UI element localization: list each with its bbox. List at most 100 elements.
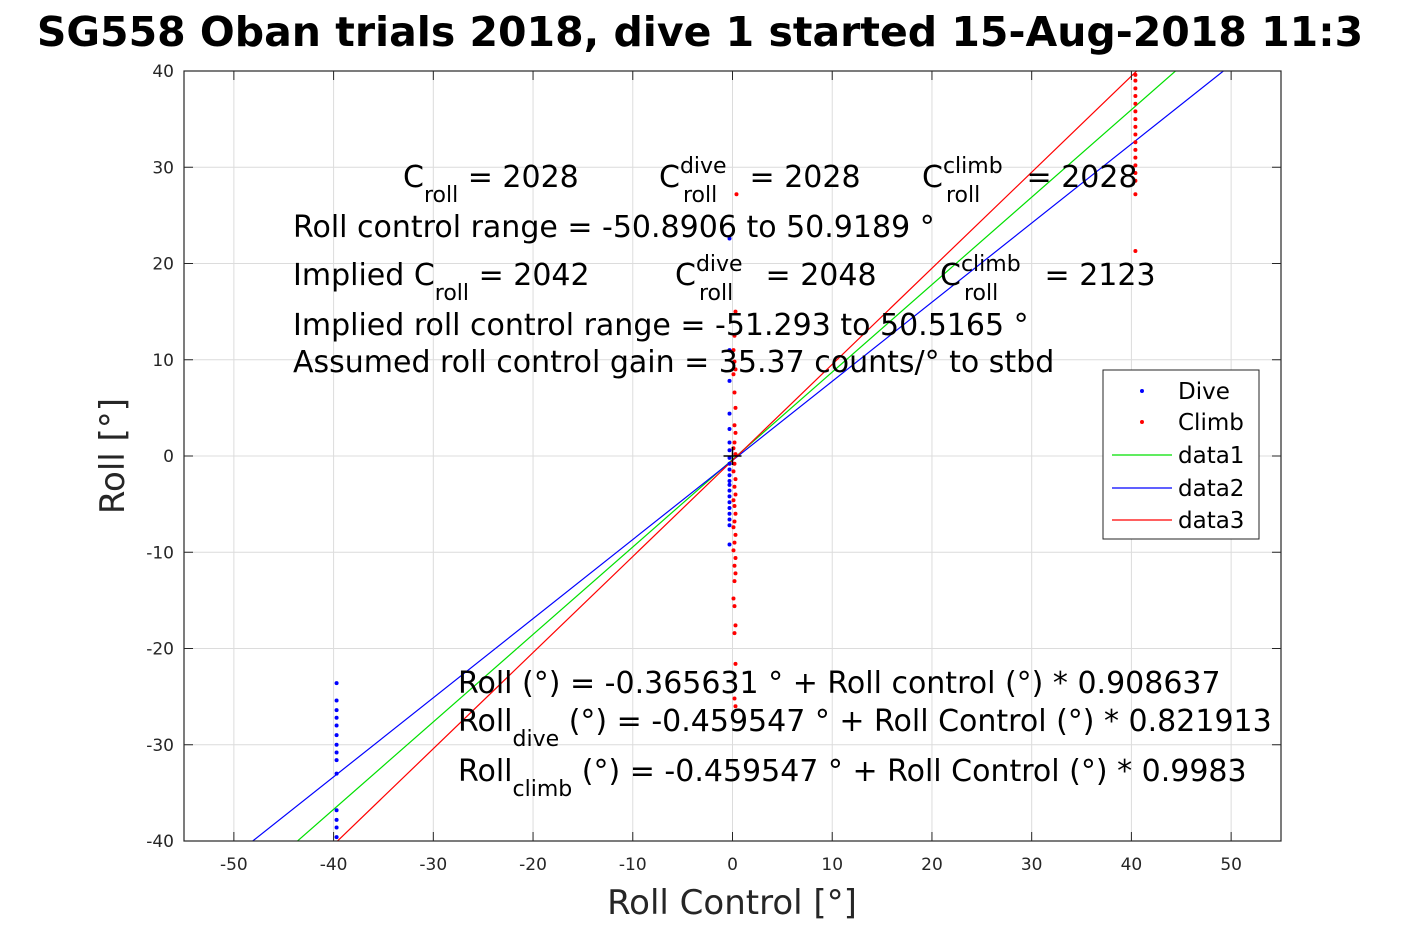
point-climb (731, 525, 736, 530)
point-climb (732, 540, 737, 545)
point-dive (727, 411, 732, 416)
point-climb (733, 492, 738, 497)
annotation-implied-croll: Implied Croll = 2042 (293, 258, 590, 306)
x-tick-label: 20 (921, 855, 943, 875)
x-axis-label: Roll Control [°] (607, 883, 857, 923)
point-dive (727, 467, 732, 472)
point-dive (727, 523, 732, 528)
point-dive (727, 348, 732, 353)
legend-marker-dive (1140, 389, 1144, 393)
y-tick-label: 10 (152, 351, 174, 371)
point-climb (733, 704, 738, 709)
legend-label-data3: data3 (1178, 508, 1244, 534)
point-climb (733, 623, 738, 628)
y-tick-label: 30 (152, 158, 174, 178)
annotation-fit-dive: Rolldive (°) = -0.459547 ° + Roll Contro… (458, 704, 1272, 752)
point-climb (731, 596, 736, 601)
point-dive (334, 835, 339, 840)
point-climb (1133, 94, 1138, 99)
y-axis-label: Roll [°] (93, 398, 133, 514)
point-climb (733, 430, 738, 435)
x-tick-label: -10 (619, 855, 647, 875)
point-dive (727, 448, 732, 453)
point-dive (727, 236, 732, 241)
point-dive (334, 742, 339, 747)
point-climb (1133, 155, 1138, 160)
point-climb (732, 631, 737, 636)
point-climb (733, 571, 738, 576)
point-climb (733, 405, 738, 410)
y-tick-label: -10 (146, 543, 174, 563)
point-climb (1133, 248, 1138, 253)
point-climb (1133, 140, 1138, 145)
point-climb (732, 604, 737, 609)
point-climb (732, 579, 737, 584)
point-climb (1133, 101, 1138, 106)
point-dive (727, 511, 732, 516)
annotation-implied-croll-climb: Cclimb roll = 2123 (940, 252, 1156, 306)
point-dive (727, 440, 732, 445)
point-dive (334, 808, 339, 813)
annotation-implied-croll-dive: Cdive roll = 2048 (675, 252, 877, 306)
point-dive (334, 723, 339, 728)
annotation-implied-range: Implied roll control range = -51.293 to … (293, 308, 1029, 343)
y-tick-label: 20 (152, 255, 174, 275)
point-climb (732, 333, 737, 338)
point-dive (334, 750, 339, 755)
point-climb (732, 563, 737, 568)
annotation-croll-dive: Cdive roll = 2028 (659, 154, 861, 208)
annotation-range: Roll control range = -50.8906 to 50.9189… (293, 210, 935, 245)
point-climb (1133, 86, 1138, 91)
point-dive (727, 488, 732, 493)
point-dive (334, 733, 339, 738)
point-climb (732, 519, 737, 524)
point-climb (732, 484, 737, 489)
point-dive (727, 542, 732, 547)
x-tick-label: -40 (320, 855, 348, 875)
point-dive (727, 500, 732, 505)
x-tick-label: -30 (419, 855, 447, 875)
point-climb (731, 548, 736, 553)
point-dive (334, 681, 339, 686)
point-climb (732, 696, 737, 701)
annotation-fit-climb: Rollclimb (°) = -0.459547 ° + Roll Contr… (458, 754, 1247, 802)
x-tick-label: 0 (727, 855, 738, 875)
legend-marker-climb (1140, 420, 1144, 424)
x-tick-label: 10 (821, 855, 843, 875)
point-climb (733, 309, 738, 314)
point-climb (733, 661, 738, 666)
point-climb (732, 461, 737, 466)
x-tick-label: -20 (519, 855, 547, 875)
legend-label-dive: Dive (1178, 379, 1230, 405)
point-climb (1133, 72, 1138, 77)
point-climb (731, 498, 736, 503)
point-dive (334, 708, 339, 713)
point-dive (334, 715, 339, 720)
point-climb (1133, 163, 1138, 168)
point-dive (334, 817, 339, 822)
legend-label-climb: Climb (1178, 410, 1244, 436)
annotation-gain: Assumed roll control gain = 35.37 counts… (293, 345, 1054, 380)
y-tick-label: -40 (146, 832, 174, 852)
x-tick-label: -50 (220, 855, 248, 875)
point-climb (732, 390, 737, 395)
point-dive (727, 378, 732, 383)
point-climb (733, 556, 738, 561)
point-climb (733, 511, 738, 516)
point-dive (727, 455, 732, 460)
point-climb (733, 532, 738, 537)
point-climb (1133, 171, 1138, 176)
chart-title: SG558 Oban trials 2018, dive 1 started 1… (37, 8, 1363, 56)
point-dive (334, 825, 339, 830)
data-points (334, 72, 1138, 840)
point-climb (1133, 117, 1138, 122)
annotation-croll: Croll = 2028 (403, 160, 579, 208)
annotation-fit-all: Roll (°) = -0.365631 ° + Roll control (°… (458, 666, 1221, 701)
point-dive (727, 482, 732, 487)
point-climb (733, 477, 738, 482)
point-climb (1133, 178, 1138, 183)
y-tick-label: 40 (152, 62, 174, 82)
point-dive (334, 758, 339, 763)
annotation-croll-climb: Cclimb roll = 2028 (922, 154, 1138, 208)
